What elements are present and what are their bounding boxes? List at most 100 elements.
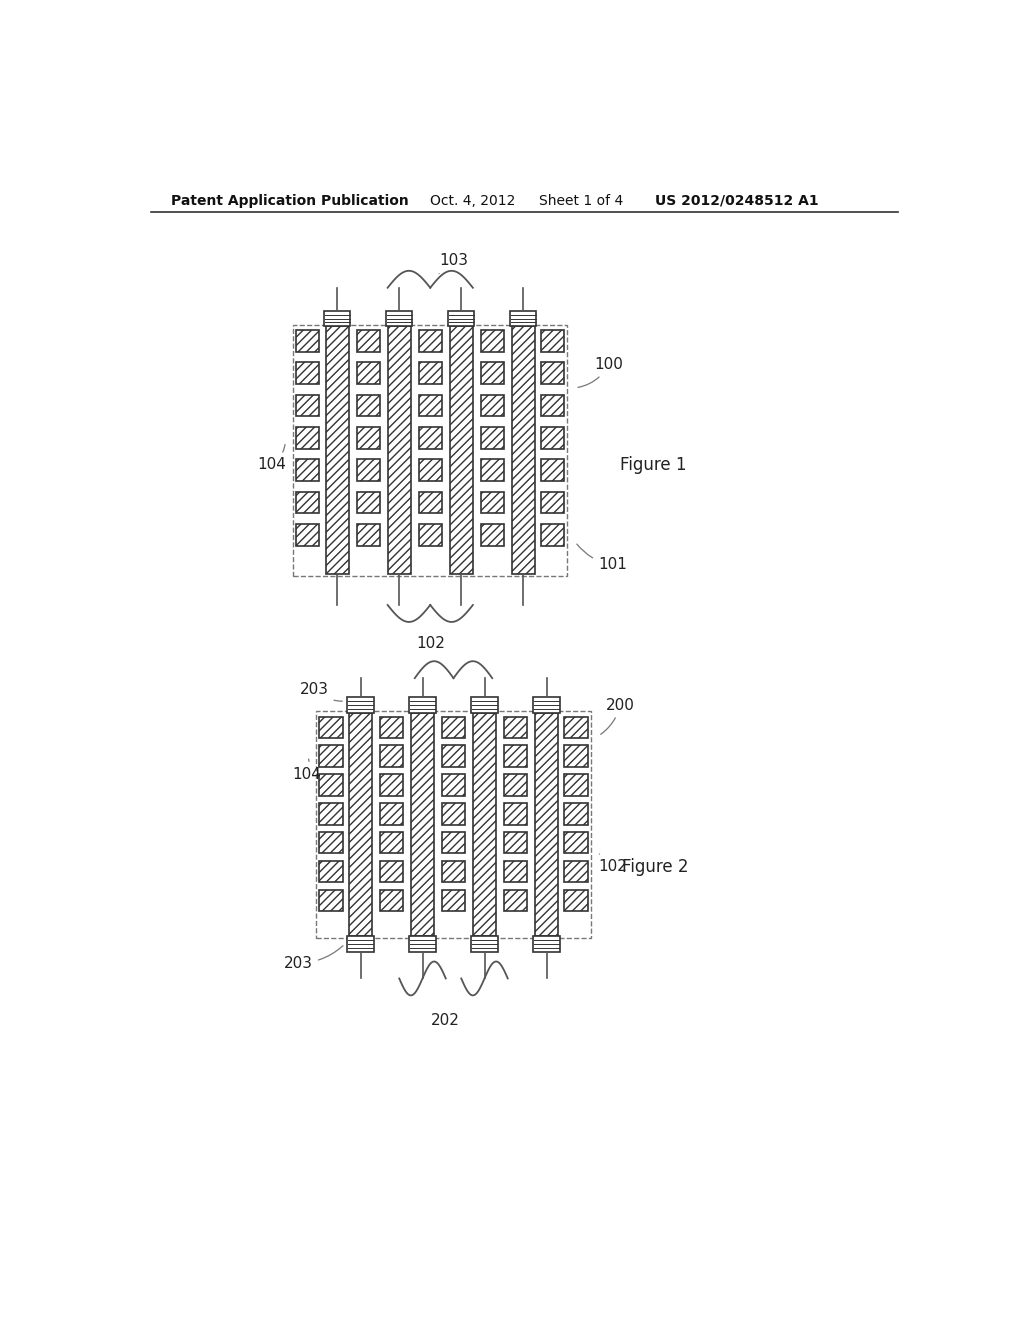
Bar bbox=[326, 326, 349, 574]
Bar bbox=[504, 803, 527, 825]
Bar bbox=[316, 711, 591, 937]
Bar bbox=[356, 524, 380, 545]
Bar bbox=[388, 326, 411, 574]
Bar bbox=[541, 428, 564, 449]
Bar bbox=[356, 492, 380, 513]
Bar bbox=[564, 775, 588, 796]
Bar bbox=[419, 330, 442, 351]
Text: 202: 202 bbox=[431, 1014, 460, 1028]
Bar bbox=[386, 312, 413, 326]
Text: 104: 104 bbox=[292, 759, 321, 781]
Bar bbox=[442, 832, 465, 854]
Bar bbox=[356, 363, 380, 384]
Bar bbox=[504, 775, 527, 796]
Bar bbox=[541, 492, 564, 513]
Bar bbox=[480, 330, 504, 351]
Bar bbox=[480, 459, 504, 480]
Bar bbox=[419, 459, 442, 480]
Bar bbox=[319, 746, 343, 767]
Bar bbox=[480, 363, 504, 384]
Bar bbox=[293, 325, 567, 576]
Bar bbox=[296, 492, 319, 513]
Bar bbox=[564, 803, 588, 825]
Bar bbox=[480, 395, 504, 416]
Bar bbox=[504, 861, 527, 882]
Bar bbox=[419, 428, 442, 449]
Bar bbox=[510, 312, 537, 326]
Bar bbox=[380, 803, 403, 825]
Bar bbox=[449, 312, 474, 326]
Bar bbox=[380, 861, 403, 882]
Bar bbox=[380, 890, 403, 911]
Bar bbox=[356, 428, 380, 449]
Bar bbox=[442, 861, 465, 882]
Bar bbox=[534, 697, 560, 713]
Bar bbox=[419, 524, 442, 545]
Bar bbox=[512, 326, 535, 574]
Bar bbox=[319, 717, 343, 738]
Bar bbox=[419, 492, 442, 513]
Bar bbox=[380, 717, 403, 738]
Bar bbox=[410, 697, 435, 713]
Text: 104: 104 bbox=[257, 445, 286, 473]
Bar bbox=[504, 746, 527, 767]
Text: 203: 203 bbox=[299, 682, 342, 701]
Bar bbox=[349, 713, 372, 936]
Bar bbox=[380, 746, 403, 767]
Bar bbox=[504, 890, 527, 911]
Bar bbox=[347, 936, 374, 952]
Bar bbox=[442, 803, 465, 825]
Bar bbox=[319, 803, 343, 825]
Bar bbox=[380, 775, 403, 796]
Bar bbox=[319, 890, 343, 911]
Bar bbox=[564, 861, 588, 882]
Bar bbox=[564, 832, 588, 854]
Bar bbox=[324, 312, 350, 326]
Bar bbox=[471, 936, 498, 952]
Bar bbox=[411, 713, 434, 936]
Text: 101: 101 bbox=[577, 544, 627, 573]
Bar bbox=[442, 746, 465, 767]
Bar bbox=[319, 832, 343, 854]
Bar bbox=[296, 428, 319, 449]
Bar bbox=[296, 330, 319, 351]
Bar bbox=[356, 459, 380, 480]
Text: US 2012/0248512 A1: US 2012/0248512 A1 bbox=[655, 194, 818, 207]
Text: 100: 100 bbox=[578, 358, 623, 387]
Bar bbox=[564, 890, 588, 911]
Bar bbox=[541, 459, 564, 480]
Bar bbox=[296, 395, 319, 416]
Bar bbox=[296, 524, 319, 545]
Bar bbox=[504, 717, 527, 738]
Bar bbox=[380, 832, 403, 854]
Bar bbox=[564, 746, 588, 767]
Bar bbox=[480, 524, 504, 545]
Bar bbox=[541, 395, 564, 416]
Bar bbox=[442, 890, 465, 911]
Bar bbox=[442, 775, 465, 796]
Text: Figure 1: Figure 1 bbox=[621, 455, 687, 474]
Bar bbox=[564, 717, 588, 738]
Bar bbox=[319, 861, 343, 882]
Bar bbox=[541, 524, 564, 545]
Bar bbox=[356, 330, 380, 351]
Bar bbox=[480, 428, 504, 449]
Bar bbox=[535, 713, 558, 936]
Bar bbox=[471, 697, 498, 713]
Text: 102: 102 bbox=[416, 636, 444, 651]
Bar bbox=[419, 395, 442, 416]
Bar bbox=[442, 717, 465, 738]
Bar bbox=[450, 326, 473, 574]
Bar bbox=[480, 492, 504, 513]
Bar bbox=[296, 459, 319, 480]
Bar bbox=[534, 936, 560, 952]
Bar bbox=[541, 363, 564, 384]
Text: 200: 200 bbox=[601, 697, 635, 734]
Bar bbox=[347, 697, 374, 713]
Bar bbox=[504, 832, 527, 854]
Text: 203: 203 bbox=[284, 945, 343, 970]
Text: Sheet 1 of 4: Sheet 1 of 4 bbox=[539, 194, 623, 207]
Bar bbox=[319, 775, 343, 796]
Bar bbox=[356, 395, 380, 416]
Bar bbox=[296, 363, 319, 384]
